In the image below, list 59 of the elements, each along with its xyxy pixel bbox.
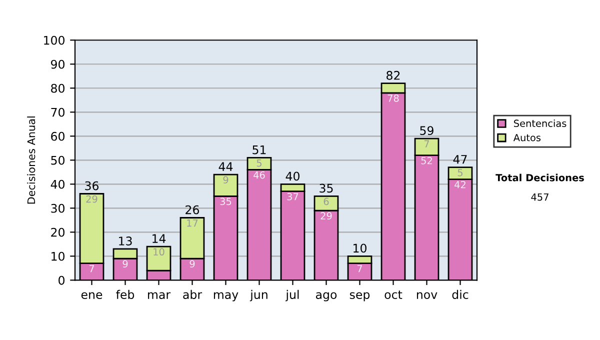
y-tick-label: 40 xyxy=(50,180,64,189)
total-label: 13 xyxy=(119,236,132,246)
y-tick-label: 20 xyxy=(51,228,64,237)
x-tick-label: jul xyxy=(286,290,299,302)
data-label: 29 xyxy=(320,212,332,220)
data-label: 5 xyxy=(458,169,462,176)
data-label: 9 xyxy=(223,176,228,184)
data-label: 17 xyxy=(187,219,198,227)
x-tick-label: abr xyxy=(183,290,202,300)
total-label: 51 xyxy=(252,145,266,154)
legend-label: Sentencias xyxy=(514,119,566,128)
data-label: 7 xyxy=(89,265,94,272)
y-tick-label: 50 xyxy=(51,156,64,165)
data-label: 7 xyxy=(357,265,362,272)
total-label: 14 xyxy=(152,234,166,243)
data-label: 9 xyxy=(190,260,195,268)
data-label: 42 xyxy=(454,180,466,188)
y-tick-label: 10 xyxy=(52,252,64,261)
data-label: 35 xyxy=(220,198,232,206)
y-tick-label: 80 xyxy=(51,84,64,93)
data-label: 52 xyxy=(421,156,432,164)
y-tick-label: 70 xyxy=(51,108,64,117)
data-label: 37 xyxy=(287,192,298,200)
x-tick-label: mar xyxy=(148,292,171,300)
data-label: 6 xyxy=(324,198,329,206)
x-tick-label: ene xyxy=(81,292,102,300)
x-tick-label: nov xyxy=(416,292,438,300)
total-label: 10 xyxy=(354,244,366,253)
legend-label: Autos xyxy=(513,134,541,142)
text: 457 xyxy=(531,193,548,201)
data-label: 9 xyxy=(122,260,128,268)
y-tick-label: 100 xyxy=(44,36,64,45)
x-tick-label: jun xyxy=(250,290,268,302)
x-tick-label: sep xyxy=(350,292,370,302)
total-label: 36 xyxy=(85,181,99,190)
x-tick-label: feb xyxy=(116,290,134,300)
x-tick-label: may xyxy=(214,292,238,302)
data-label: 78 xyxy=(388,94,399,102)
data-label: 10 xyxy=(154,248,164,256)
y-tick-label: 30 xyxy=(51,204,64,213)
total-label: 59 xyxy=(420,126,434,136)
total-label: 82 xyxy=(386,70,400,80)
total-label: 44 xyxy=(218,162,233,171)
total-label: 40 xyxy=(286,172,300,181)
data-label: 29 xyxy=(86,195,98,203)
x-tick-label: ago xyxy=(316,292,337,302)
x-tick-label: dic xyxy=(452,290,468,300)
x-tick-label: oct xyxy=(384,290,402,300)
total-label: 35 xyxy=(320,184,333,193)
y-axis-title: Decisiones Anual xyxy=(27,116,36,204)
data-label: 5 xyxy=(256,159,262,167)
y-tick-label: 90 xyxy=(51,60,64,69)
y-tick-label: 0 xyxy=(58,276,64,285)
text: Total Decisiones xyxy=(496,174,584,182)
y-tick-label: 60 xyxy=(51,132,64,141)
total-label: 26 xyxy=(186,205,200,214)
data-label: 46 xyxy=(254,171,265,179)
total-label: 47 xyxy=(453,155,467,164)
data-label: 7 xyxy=(424,140,430,148)
